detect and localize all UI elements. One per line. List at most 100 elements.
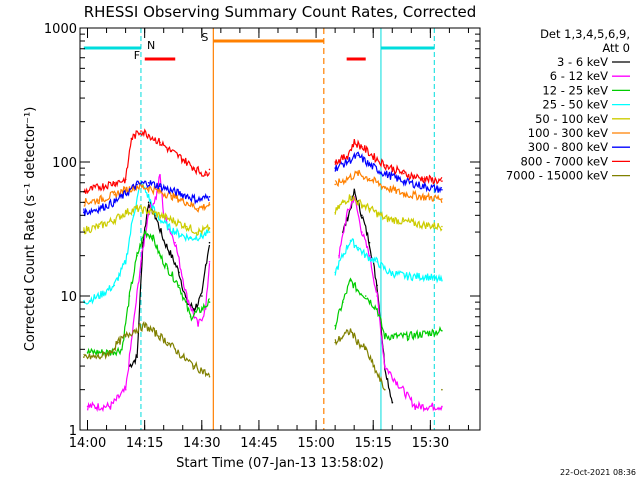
data-point — [147, 196, 150, 198]
data-point — [174, 348, 176, 351]
data-point — [403, 192, 405, 195]
data-point — [147, 133, 150, 136]
data-point — [349, 239, 352, 242]
legend-label: 6 - 12 keV — [550, 69, 608, 83]
data-point — [136, 207, 138, 210]
data-point — [334, 161, 337, 163]
data-point — [201, 235, 203, 237]
data-point — [174, 241, 176, 244]
data-point — [368, 241, 371, 244]
data-point — [124, 211, 127, 214]
data-point — [208, 196, 211, 198]
data-point — [361, 231, 363, 233]
data-point — [357, 341, 359, 344]
legend-label: 100 - 300 keV — [528, 126, 608, 140]
data-point — [124, 192, 127, 195]
data-point — [338, 254, 340, 257]
data-point — [208, 231, 211, 233]
data-point — [345, 177, 348, 180]
data-point — [178, 284, 180, 287]
data-point — [163, 239, 165, 242]
data-point — [98, 199, 100, 201]
x-tick-label: 15:30 — [412, 436, 449, 451]
data-point — [368, 164, 371, 166]
data-point — [422, 224, 424, 226]
data-point — [197, 324, 199, 327]
data-point — [182, 158, 184, 160]
data-point — [144, 231, 146, 233]
data-point — [334, 167, 337, 169]
data-point — [403, 172, 405, 175]
data-point — [113, 219, 116, 221]
data-point — [372, 155, 375, 158]
data-point — [124, 261, 127, 263]
data-point — [441, 388, 443, 391]
x-tick-label: 14:30 — [183, 436, 220, 451]
data-point — [113, 284, 116, 287]
y-tick-label: 10 — [60, 290, 77, 305]
legend-label: 12 - 25 keV — [542, 83, 608, 97]
data-point — [197, 207, 199, 210]
data-point — [98, 207, 100, 210]
data-point — [142, 241, 144, 244]
data-point — [151, 235, 154, 237]
data-point — [208, 261, 211, 263]
data-point — [124, 388, 127, 391]
data-point — [136, 254, 138, 257]
y-tick-label: 1 — [69, 424, 77, 439]
data-point — [113, 193, 116, 196]
data-point — [384, 365, 386, 367]
data-point — [349, 279, 352, 282]
data-point — [364, 295, 367, 297]
annotation-bars: NF S — [83, 28, 435, 430]
data-point — [376, 295, 378, 297]
data-point — [201, 295, 203, 297]
data-point — [159, 141, 161, 144]
data-point — [403, 220, 405, 223]
data-point — [441, 180, 443, 182]
data-point — [159, 174, 161, 176]
data-point — [422, 177, 424, 180]
series-lines — [83, 128, 443, 413]
data-point — [334, 271, 337, 274]
data-point — [353, 190, 356, 193]
data-point — [342, 301, 344, 303]
data-point — [98, 186, 100, 188]
data-point — [384, 164, 386, 166]
data-point — [384, 217, 386, 220]
data-point — [414, 405, 417, 408]
data-point — [113, 182, 116, 184]
data-point — [147, 187, 150, 189]
footer-timestamp: 22-Oct-2021 08:36 — [560, 468, 636, 477]
data-point — [155, 196, 157, 198]
data-point — [83, 211, 85, 214]
data-point — [334, 341, 337, 344]
data-point — [204, 264, 207, 266]
data-point — [185, 295, 188, 297]
data-point — [384, 388, 386, 391]
annotation-label-night: N — [147, 39, 155, 52]
data-point — [159, 214, 161, 217]
data-point — [342, 335, 344, 338]
data-point — [83, 229, 85, 231]
data-point — [208, 168, 211, 171]
data-point — [185, 201, 188, 204]
data-point — [170, 219, 173, 221]
data-point — [185, 194, 188, 197]
series-line-2 — [334, 277, 443, 342]
data-point — [193, 308, 196, 310]
data-point — [124, 178, 127, 181]
data-point — [185, 225, 188, 228]
data-point — [349, 330, 352, 332]
series-line-7 — [83, 128, 211, 195]
legend-label: 7000 - 15000 keV — [506, 169, 608, 183]
series-line-6 — [334, 151, 443, 194]
legend-label: 50 - 100 keV — [535, 112, 608, 126]
data-point — [441, 279, 443, 282]
data-point — [113, 201, 116, 204]
data-point — [189, 237, 192, 239]
data-point — [345, 155, 348, 158]
data-point — [353, 141, 356, 144]
